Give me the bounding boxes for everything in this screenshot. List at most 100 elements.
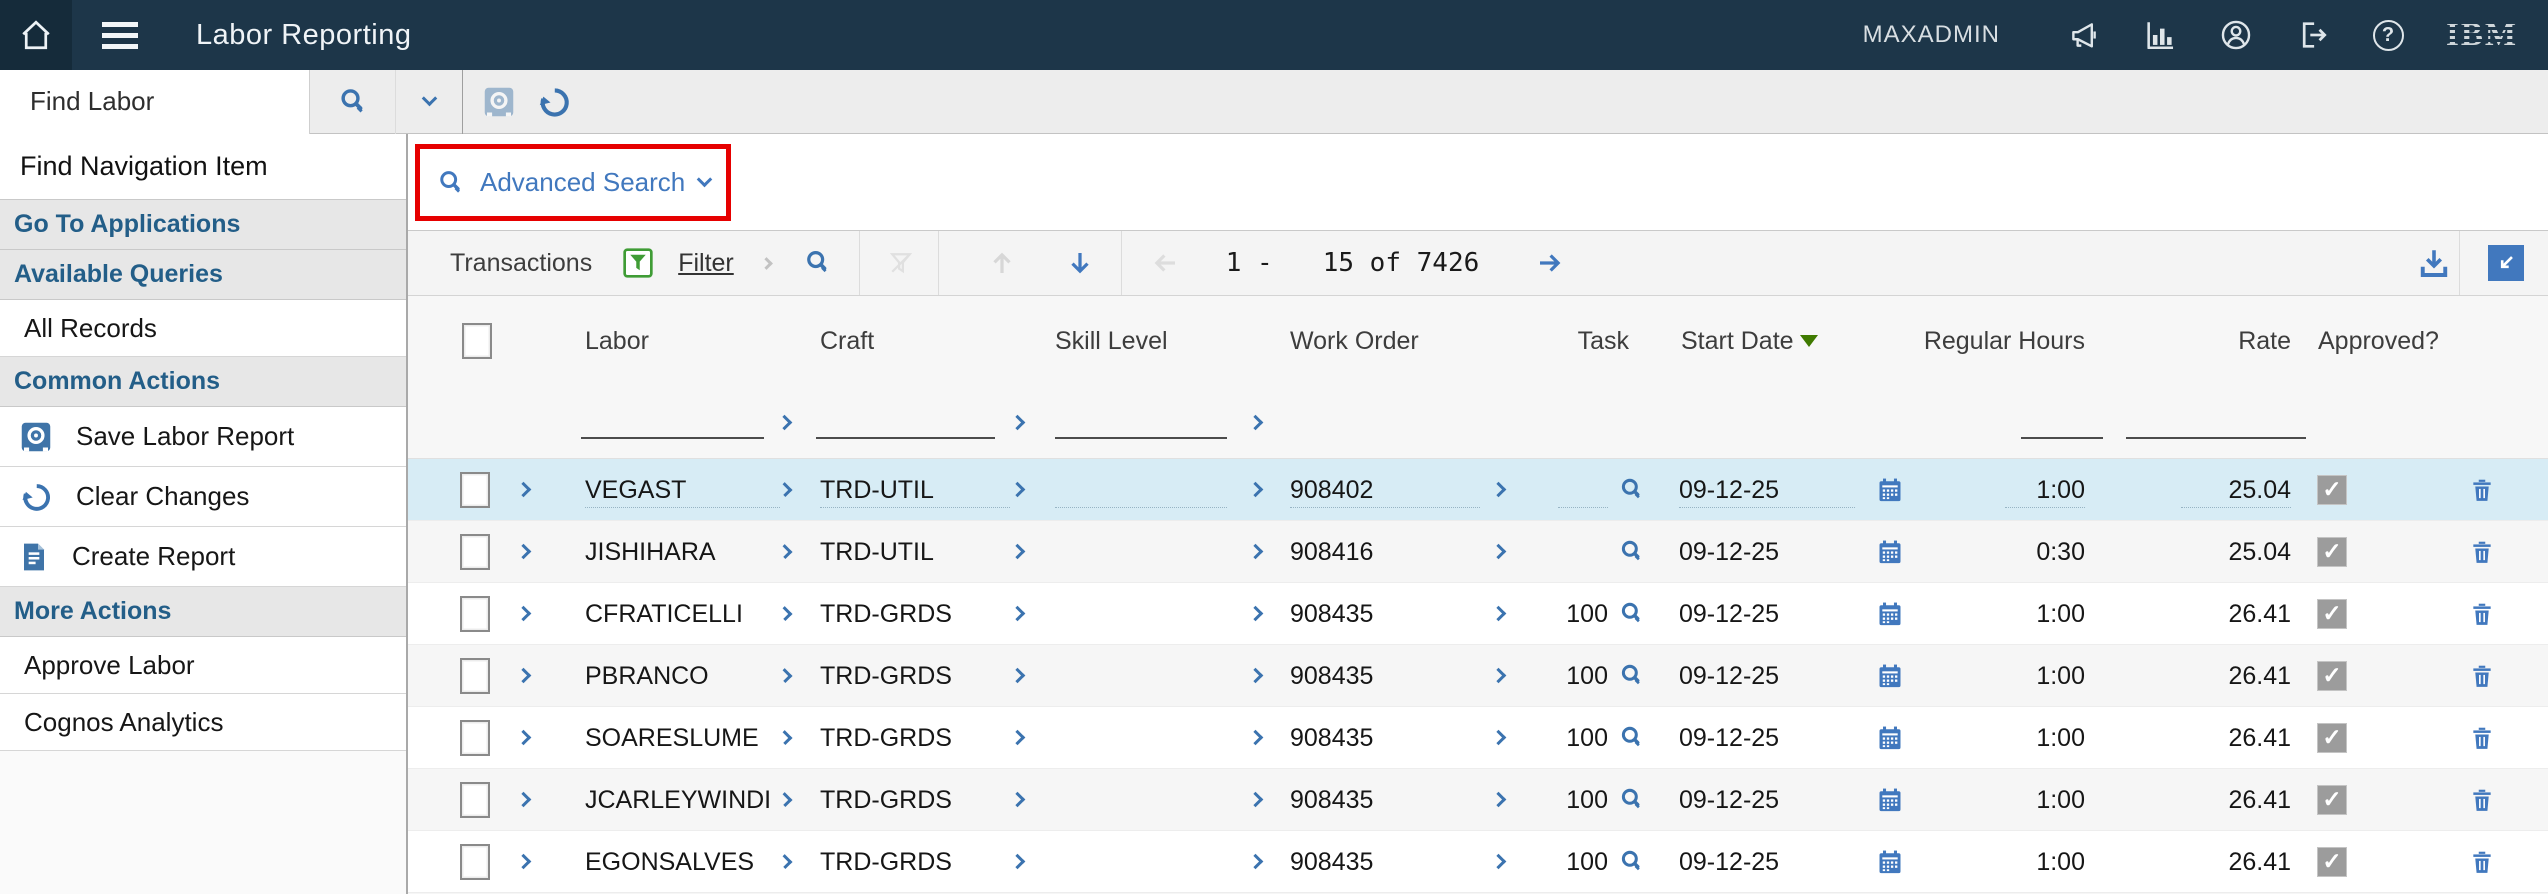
- skill-level-cell[interactable]: [1055, 782, 1227, 818]
- regular-hours-cell[interactable]: 1:00: [2036, 661, 2085, 690]
- craft-cell[interactable]: TRD-GRDS: [820, 599, 952, 628]
- task-lookup-icon[interactable]: [1618, 538, 1646, 566]
- column-header-rate[interactable]: Rate: [2238, 326, 2291, 355]
- advanced-search-button[interactable]: Advanced Search: [415, 144, 731, 221]
- work-order-cell[interactable]: 908435: [1290, 785, 1374, 814]
- select-all-checkbox[interactable]: [462, 323, 492, 359]
- skill-level-cell[interactable]: [1055, 658, 1227, 694]
- work-order-cell[interactable]: 908435: [1290, 723, 1374, 752]
- search-icon[interactable]: [803, 248, 833, 278]
- sidebar-item-create-report[interactable]: Create Report: [0, 527, 406, 587]
- column-header-labor[interactable]: Labor: [585, 326, 649, 355]
- column-header-craft[interactable]: Craft: [820, 326, 875, 355]
- task-cell[interactable]: 100: [1566, 723, 1608, 752]
- move-down-icon[interactable]: [1065, 248, 1095, 278]
- regular-hours-cell[interactable]: 1:00: [2036, 723, 2085, 752]
- chevron-right-icon[interactable]: [1247, 853, 1264, 870]
- chevron-right-icon[interactable]: [1009, 729, 1026, 746]
- find-record-input[interactable]: Find Labor: [0, 69, 310, 134]
- announcements-icon[interactable]: [2066, 17, 2102, 53]
- sidebar-header-available-queries[interactable]: Available Queries: [0, 250, 406, 300]
- help-icon[interactable]: ?: [2370, 17, 2406, 53]
- rate-filter-input[interactable]: [2126, 405, 2306, 439]
- chevron-right-icon[interactable]: [776, 414, 793, 430]
- labor-cell[interactable]: EGONSALVES: [585, 847, 755, 876]
- chevron-right-icon[interactable]: [1490, 481, 1507, 498]
- regular-hours-cell[interactable]: 0:30: [2036, 537, 2085, 566]
- chevron-right-icon[interactable]: [1490, 791, 1507, 808]
- chevron-right-icon[interactable]: [1247, 605, 1264, 622]
- start-date-cell[interactable]: 09-12-25: [1679, 661, 1780, 690]
- rate-cell[interactable]: 26.41: [2228, 785, 2291, 814]
- rate-cell[interactable]: 26.41: [2228, 847, 2291, 876]
- chevron-right-icon[interactable]: [1009, 791, 1026, 808]
- filter-icon[interactable]: [622, 247, 654, 279]
- chevron-right-icon[interactable]: [1490, 729, 1507, 746]
- date-calendar-icon[interactable]: [1876, 538, 1904, 566]
- row-expand-chevron-icon[interactable]: [515, 729, 532, 746]
- column-header-approved[interactable]: Approved?: [2318, 326, 2439, 355]
- date-calendar-icon[interactable]: [1876, 600, 1904, 628]
- labor-cell[interactable]: JISHIHARA: [585, 537, 716, 566]
- work-order-cell[interactable]: 908435: [1290, 661, 1374, 690]
- filter-link[interactable]: Filter: [678, 248, 734, 277]
- craft-cell[interactable]: TRD-GRDS: [820, 723, 952, 752]
- task-lookup-icon[interactable]: [1618, 848, 1646, 876]
- row-expand-chevron-icon[interactable]: [515, 605, 532, 622]
- rate-cell[interactable]: 25.04: [2228, 537, 2291, 566]
- task-cell[interactable]: 100: [1566, 599, 1608, 628]
- chevron-right-icon[interactable]: [1490, 667, 1507, 684]
- chevron-right-icon[interactable]: [1009, 605, 1026, 622]
- skill-level-cell[interactable]: [1055, 596, 1227, 632]
- chevron-right-icon[interactable]: [1247, 667, 1264, 684]
- column-header-start-date[interactable]: Start Date: [1681, 326, 1794, 355]
- chevron-right-icon[interactable]: [1009, 481, 1026, 498]
- skill-level-filter-input[interactable]: [1055, 405, 1227, 439]
- rate-cell[interactable]: 26.41: [2228, 661, 2291, 690]
- chevron-right-icon[interactable]: [1247, 481, 1264, 498]
- labor-cell[interactable]: CFRATICELLI: [585, 599, 743, 628]
- chevron-right-icon[interactable]: [1490, 543, 1507, 560]
- skill-level-cell[interactable]: [1055, 534, 1227, 570]
- task-lookup-icon[interactable]: [1618, 662, 1646, 690]
- sidebar-item-cognos-analytics[interactable]: Cognos Analytics: [0, 694, 406, 751]
- date-calendar-icon[interactable]: [1876, 476, 1904, 504]
- delete-row-icon[interactable]: [2469, 661, 2495, 691]
- skill-level-cell[interactable]: [1055, 844, 1227, 880]
- delete-row-icon[interactable]: [2469, 475, 2495, 505]
- row-expand-chevron-icon[interactable]: [515, 791, 532, 808]
- download-icon[interactable]: [2416, 245, 2452, 281]
- chevron-right-icon[interactable]: [1247, 543, 1264, 560]
- work-order-cell[interactable]: 908416: [1290, 537, 1374, 566]
- row-expand-chevron-icon[interactable]: [515, 853, 532, 870]
- minimize-icon[interactable]: [2488, 245, 2524, 281]
- regular-hours-cell[interactable]: 1:00: [2036, 599, 2085, 628]
- regular-hours-filter-input[interactable]: [2021, 405, 2103, 439]
- task-lookup-icon[interactable]: [1618, 786, 1646, 814]
- work-order-cell[interactable]: 908435: [1290, 599, 1374, 628]
- sidebar-header-go-to-applications[interactable]: Go To Applications: [0, 200, 406, 250]
- task-lookup-icon[interactable]: [1618, 724, 1646, 752]
- chevron-right-icon[interactable]: [1247, 729, 1264, 746]
- task-cell[interactable]: 100: [1566, 661, 1608, 690]
- start-date-cell[interactable]: 09-12-25: [1679, 599, 1780, 628]
- chevron-down-icon[interactable]: [396, 70, 462, 134]
- sidebar-item-clear-changes[interactable]: Clear Changes: [0, 467, 406, 527]
- task-lookup-icon[interactable]: [1618, 476, 1646, 504]
- delete-row-icon[interactable]: [2469, 847, 2495, 877]
- chevron-right-icon[interactable]: [1490, 853, 1507, 870]
- find-navigation-input[interactable]: Find Navigation Item: [0, 134, 406, 200]
- column-header-skill-level[interactable]: Skill Level: [1055, 326, 1168, 355]
- task-lookup-icon[interactable]: [1618, 600, 1646, 628]
- start-date-cell[interactable]: 09-12-25: [1679, 847, 1780, 876]
- delete-row-icon[interactable]: [2469, 723, 2495, 753]
- menu-icon[interactable]: [102, 21, 138, 49]
- labor-cell[interactable]: JCARLEYWINDI: [585, 785, 772, 814]
- chevron-right-icon[interactable]: [1009, 667, 1026, 684]
- craft-cell[interactable]: TRD-GRDS: [820, 847, 952, 876]
- task-cell[interactable]: 100: [1566, 847, 1608, 876]
- start-date-cell[interactable]: 09-12-25: [1679, 472, 1855, 508]
- date-calendar-icon[interactable]: [1876, 662, 1904, 690]
- sidebar-header-common-actions[interactable]: Common Actions: [0, 357, 406, 407]
- delete-row-icon[interactable]: [2469, 599, 2495, 629]
